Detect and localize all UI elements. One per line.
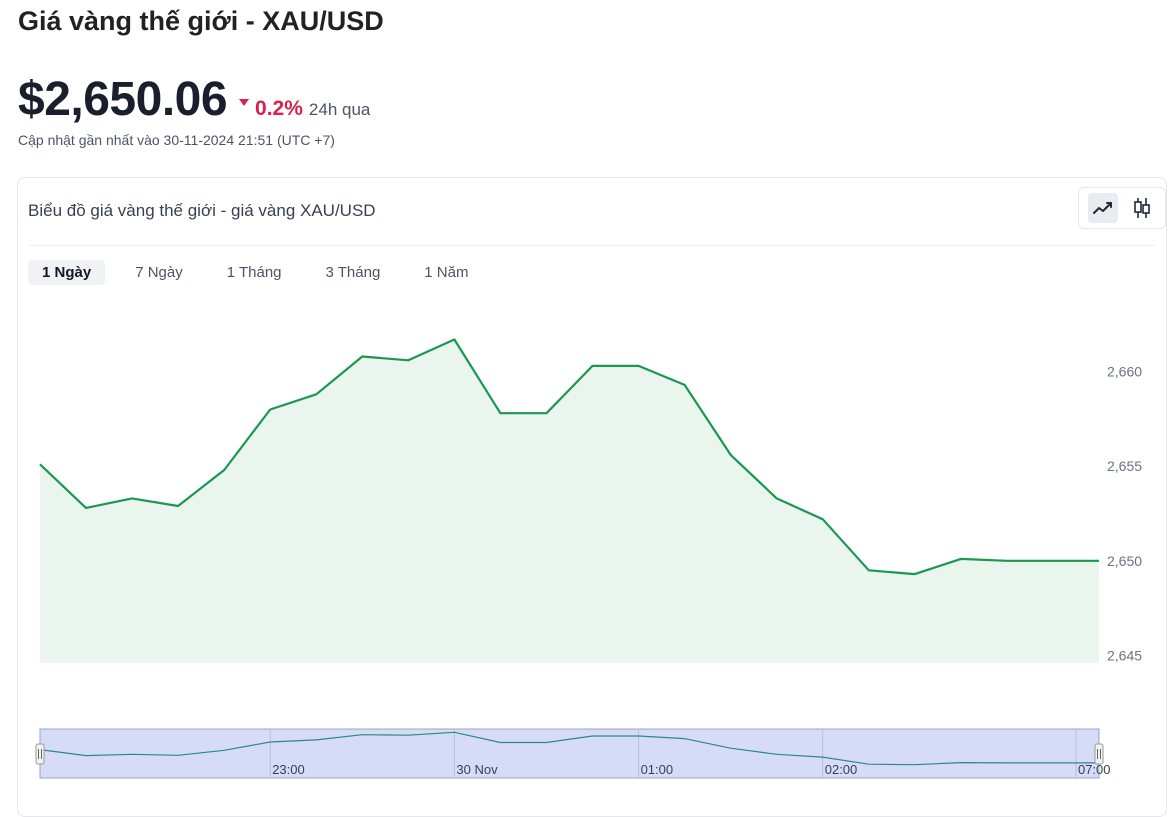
tab-7-days[interactable]: 7 Ngày [135,264,183,281]
navigator-tick-label: 30 Nov [456,762,498,777]
price-point[interactable] [590,363,596,369]
price-point[interactable] [37,461,43,467]
price-point[interactable] [1004,558,1010,564]
price-point[interactable] [543,410,549,416]
price-point[interactable] [912,571,918,577]
page-title: Giá vàng thế giới - XAU/USD [18,6,384,36]
down-arrow-icon [239,99,250,106]
price-point[interactable] [313,391,319,397]
y-tick-label: 2,660 [1107,364,1142,380]
price-point[interactable] [451,336,457,342]
price-change-percent: 0.2% [255,97,303,120]
price-point[interactable] [129,495,135,501]
price-area-layer [37,336,1102,663]
navigator-tick-label: 01:00 [641,762,674,777]
navigator-tick-label: 02:00 [825,762,858,777]
chart-type-toggle [1078,187,1166,229]
price-point[interactable] [497,410,503,416]
navigator-right-handle[interactable] [1094,743,1104,765]
price-point[interactable] [958,556,964,562]
price-point[interactable] [405,357,411,363]
navigator-left-handle[interactable] [35,743,45,765]
navigator-tick-label: 23:00 [272,762,305,777]
price-point[interactable] [1050,558,1056,564]
line-chart-button[interactable] [1087,193,1118,223]
current-price: $2,650.06 [18,73,228,126]
navigator[interactable]: 23:00 30 Nov 01:00 02:00 07:00 [35,728,1111,779]
price-point[interactable] [682,382,688,388]
price-point[interactable] [636,363,642,369]
price-point[interactable] [820,516,826,522]
last-updated-text: Cập nhật gần nhất vào 30-11-2024 21:51 (… [18,132,335,148]
price-point[interactable] [221,467,227,473]
price-point[interactable] [359,353,365,359]
y-tick-label: 2,645 [1107,647,1142,663]
tab-1-day[interactable]: 1 Ngày [28,260,106,285]
tab-3-months[interactable]: 3 Tháng [325,264,381,281]
tab-1-month[interactable]: 1 Tháng [226,264,282,281]
price-point[interactable] [866,567,872,573]
price-point[interactable] [774,495,780,501]
price-change-period: 24h qua [308,100,371,119]
time-range-tabs: 1 Ngày 7 Ngày 1 Tháng 3 Tháng 1 Năm [28,260,498,285]
price-point[interactable] [1096,558,1102,564]
navigator-series-line [39,731,1099,766]
y-tick-label: 2,650 [1107,553,1142,569]
y-tick-label: 2,655 [1107,458,1142,474]
line-chart-icon [1092,202,1112,214]
price-point[interactable] [83,505,89,511]
candlestick-chart-button[interactable] [1127,193,1157,223]
price-point[interactable] [175,503,181,509]
price-point[interactable] [267,406,273,412]
navigator-tick-label: 07:00 [1078,762,1111,777]
chart-card-title: Biểu đồ giá vàng thế giới - giá vàng XAU… [28,201,376,220]
tab-1-year[interactable]: 1 Năm [424,264,469,281]
y-axis: 2,645 2,650 2,655 2,660 [1107,364,1142,664]
navigator-window[interactable] [39,728,1100,779]
price-chart: 2,645 2,650 2,655 2,660 23:00 30 Nov 01:00 02:… [35,336,1142,779]
price-point[interactable] [728,452,734,458]
price-area-fill [40,339,1099,663]
price-row: $2,650.06 0.2% 24h qua [18,72,370,127]
price-line [39,338,1099,576]
card-divider [28,245,1156,246]
candlestick-icon [1133,198,1150,218]
